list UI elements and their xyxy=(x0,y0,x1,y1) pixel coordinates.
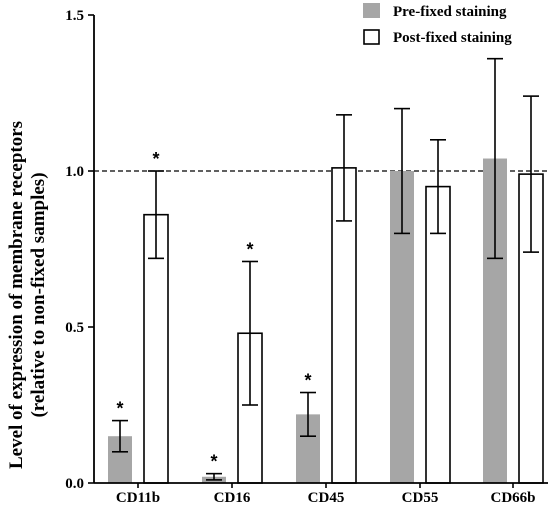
y-axis-title-line2: (relative to non-fixed samples) xyxy=(28,172,49,417)
significance-marker-pre-fixed-cd45: * xyxy=(304,371,311,391)
x-tick-label-cd66b: CD66b xyxy=(490,490,535,506)
x-tick-label-cd45: CD45 xyxy=(308,490,345,506)
y-tick-label: 1.5 xyxy=(65,8,84,24)
significance-marker-pre-fixed-cd16: * xyxy=(210,452,217,472)
legend-swatch-post-fixed xyxy=(363,29,380,45)
bar-post-fixed-cd55 xyxy=(425,185,451,484)
legend-label-pre-fixed: Pre-fixed staining xyxy=(393,4,507,20)
y-tick-label: 1.0 xyxy=(65,164,84,180)
bars-layer: * * * * * xyxy=(108,57,544,484)
y-axis-title-line1: Level of expression of membrane receptor… xyxy=(6,121,27,469)
x-tick-label-cd55: CD55 xyxy=(402,490,439,506)
legend: Pre-fixed staining Post-fixed staining xyxy=(363,3,512,46)
significance-marker-post-fixed-cd16: * xyxy=(246,239,253,259)
significance-marker-pre-fixed-cd11b: * xyxy=(116,399,123,419)
y-tick-label: 0.0 xyxy=(65,476,84,492)
x-tick-label-cd16: CD16 xyxy=(214,490,251,506)
y-axis-title: Level of expression of membrane receptor… xyxy=(6,121,49,469)
y-tick-label: 0.5 xyxy=(65,320,84,336)
legend-label-post-fixed: Post-fixed staining xyxy=(393,30,512,46)
axes-layer: 0.0 0.5 1.0 1.5 CD11b CD16 CD45 CD55 CD66b xyxy=(65,8,548,506)
significance-marker-post-fixed-cd11b: * xyxy=(152,149,159,169)
legend-swatch-pre-fixed xyxy=(363,3,380,18)
bar-post-fixed-cd11b xyxy=(143,213,169,484)
x-tick-label-cd11b: CD11b xyxy=(116,490,160,506)
